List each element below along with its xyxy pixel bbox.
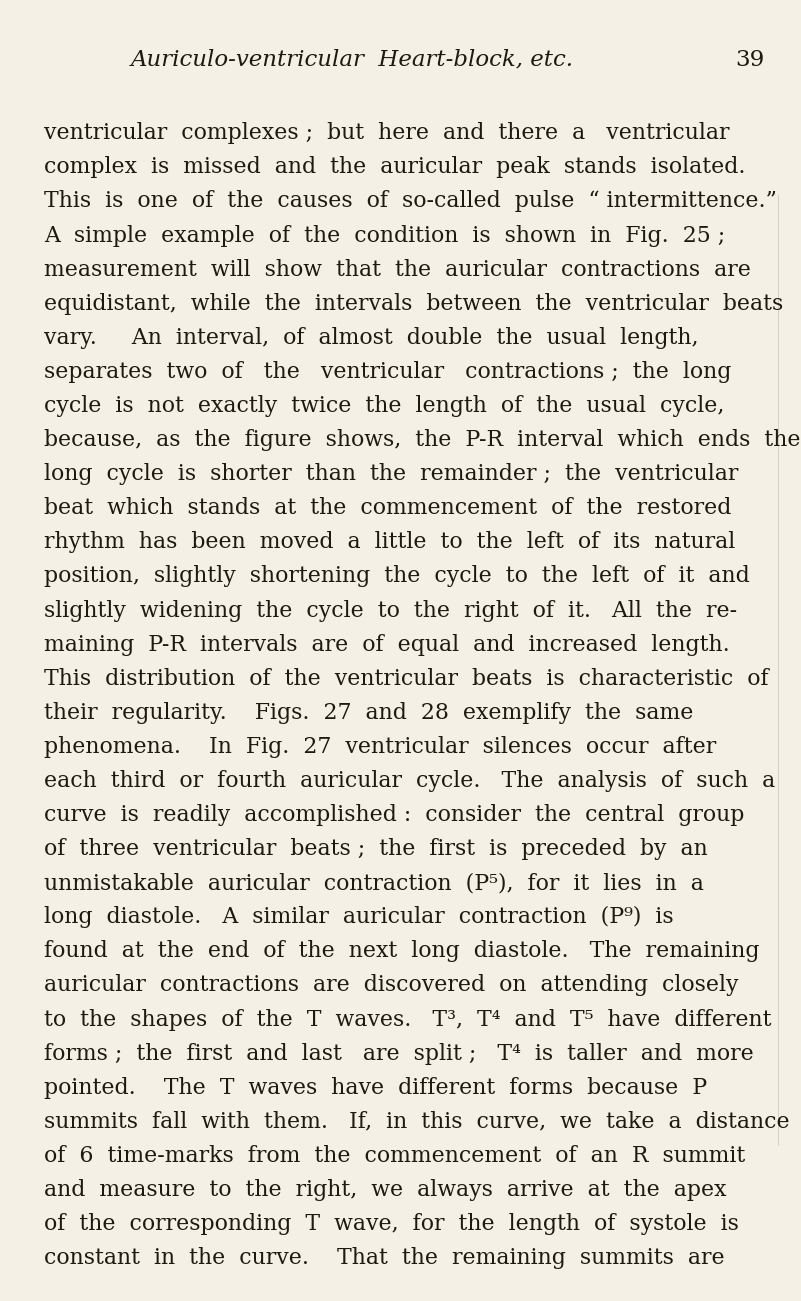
Text: separates  two  of   the   ventricular   contractions ;  the  long: separates two of the ventricular contrac…: [44, 360, 731, 382]
Text: complex  is  missed  and  the  auricular  peak  stands  isolated.: complex is missed and the auricular peak…: [44, 156, 746, 178]
Text: Auriculo-ventricular  Heart-block, etc.: Auriculo-ventricular Heart-block, etc.: [131, 48, 574, 70]
Text: This  is  one  of  the  causes  of  so-called  pulse  “ intermittence.”: This is one of the causes of so-called p…: [44, 190, 777, 212]
Text: pointed.    The  T  waves  have  different  forms  because  P: pointed. The T waves have different form…: [44, 1077, 707, 1099]
Text: 39: 39: [735, 48, 765, 70]
Text: found  at  the  end  of  the  next  long  diastole.   The  remaining: found at the end of the next long diasto…: [44, 941, 759, 963]
Text: of  the  corresponding  T  wave,  for  the  length  of  systole  is: of the corresponding T wave, for the len…: [44, 1213, 739, 1235]
Text: each  third  or  fourth  auricular  cycle.   The  analysis  of  such  a: each third or fourth auricular cycle. Th…: [44, 770, 775, 792]
Text: summits  fall  with  them.   If,  in  this  curve,  we  take  a  distance: summits fall with them. If, in this curv…: [44, 1111, 790, 1133]
Text: auricular  contractions  are  discovered  on  attending  closely: auricular contractions are discovered on…: [44, 974, 739, 997]
Text: position,  slightly  shortening  the  cycle  to  the  left  of  it  and: position, slightly shortening the cycle …: [44, 566, 750, 588]
Text: constant  in  the  curve.    That  the  remaining  summits  are: constant in the curve. That the remainin…: [44, 1248, 725, 1270]
Text: curve  is  readily  accomplished :  consider  the  central  group: curve is readily accomplished : consider…: [44, 804, 744, 826]
Text: long  diastole.   A  similar  auricular  contraction  (P⁹)  is: long diastole. A similar auricular contr…: [44, 907, 674, 929]
Text: to  the  shapes  of  the  T  waves.   T³,  T⁴  and  T⁵  have  different: to the shapes of the T waves. T³, T⁴ and…: [44, 1008, 771, 1030]
Text: maining  P-R  intervals  are  of  equal  and  increased  length.: maining P-R intervals are of equal and i…: [44, 634, 730, 656]
Text: rhythm  has  been  moved  a  little  to  the  left  of  its  natural: rhythm has been moved a little to the le…: [44, 531, 735, 553]
Text: This  distribution  of  the  ventricular  beats  is  characteristic  of: This distribution of the ventricular bea…: [44, 667, 769, 690]
Text: their  regularity.    Figs.  27  and  28  exemplify  the  same: their regularity. Figs. 27 and 28 exempl…: [44, 701, 694, 723]
Text: forms ;  the  first  and  last   are  split ;   T⁴  is  taller  and  more: forms ; the first and last are split ; T…: [44, 1042, 754, 1064]
Text: long  cycle  is  shorter  than  the  remainder ;  the  ventricular: long cycle is shorter than the remainder…: [44, 463, 739, 485]
Text: equidistant,  while  the  intervals  between  the  ventricular  beats: equidistant, while the intervals between…: [44, 293, 783, 315]
Text: because,  as  the  figure  shows,  the  P-R  interval  which  ends  the: because, as the figure shows, the P-R in…: [44, 429, 800, 451]
Text: A  simple  example  of  the  condition  is  shown  in  Fig.  25 ;: A simple example of the condition is sho…: [44, 225, 725, 247]
Text: ventricular  complexes ;  but  here  and  there  a   ventricular: ventricular complexes ; but here and the…: [44, 122, 730, 144]
Text: of  6  time-marks  from  the  commencement  of  an  R  summit: of 6 time-marks from the commencement of…: [44, 1145, 745, 1167]
Text: beat  which  stands  at  the  commencement  of  the  restored: beat which stands at the commencement of…: [44, 497, 731, 519]
Text: cycle  is  not  exactly  twice  the  length  of  the  usual  cycle,: cycle is not exactly twice the length of…: [44, 396, 724, 418]
Text: vary.     An  interval,  of  almost  double  the  usual  length,: vary. An interval, of almost double the …: [44, 327, 698, 349]
Text: of  three  ventricular  beats ;  the  first  is  preceded  by  an: of three ventricular beats ; the first i…: [44, 838, 708, 860]
Text: and  measure  to  the  right,  we  always  arrive  at  the  apex: and measure to the right, we always arri…: [44, 1179, 727, 1201]
Text: phenomena.    In  Fig.  27  ventricular  silences  occur  after: phenomena. In Fig. 27 ventricular silenc…: [44, 736, 716, 758]
Text: measurement  will  show  that  the  auricular  contractions  are: measurement will show that the auricular…: [44, 259, 751, 281]
Text: unmistakable  auricular  contraction  (P⁵),  for  it  lies  in  a: unmistakable auricular contraction (P⁵),…: [44, 872, 704, 894]
Text: slightly  widening  the  cycle  to  the  right  of  it.   All  the  re-: slightly widening the cycle to the right…: [44, 600, 737, 622]
